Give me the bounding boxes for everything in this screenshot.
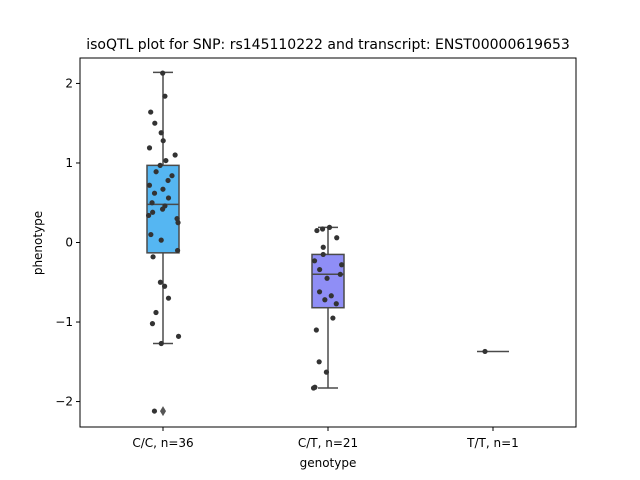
- data-point: [174, 216, 180, 222]
- data-point: [163, 157, 169, 164]
- data-point: [313, 327, 319, 333]
- data-point: [482, 348, 488, 355]
- data-point: [334, 235, 340, 241]
- y-axis-label: phenotype: [31, 211, 45, 275]
- data-point: [172, 152, 178, 158]
- y-axis: −2 −1 0 1 2: [55, 76, 80, 409]
- data-point: [158, 237, 164, 243]
- data-point: [328, 293, 334, 299]
- data-point: [153, 169, 159, 175]
- data-point: [317, 266, 323, 273]
- data-point: [158, 130, 164, 136]
- data-point: [316, 359, 322, 365]
- x-tick-label: C/T, n=21: [298, 436, 358, 450]
- x-axis: C/C, n=36 C/T, n=21 T/T, n=1: [132, 427, 519, 450]
- data-point: [151, 190, 158, 196]
- data-point: [165, 295, 172, 301]
- data-point: [320, 244, 326, 250]
- x-tick-label: C/C, n=36: [132, 436, 193, 450]
- data-point: [310, 385, 317, 391]
- data-point: [165, 195, 172, 201]
- data-point: [322, 297, 328, 303]
- data-point: [149, 200, 155, 206]
- data-point: [339, 262, 345, 268]
- data-point: [158, 340, 164, 347]
- data-point: [160, 70, 166, 76]
- data-point: [323, 369, 330, 375]
- data-point: [146, 145, 153, 151]
- data-point: [157, 162, 163, 168]
- chart-title: isoQTL plot for SNP: rs145110222 and tra…: [86, 37, 570, 53]
- box: [311, 253, 345, 309]
- data-point: [316, 289, 323, 295]
- data-point: [169, 173, 175, 179]
- data-point: [174, 247, 181, 254]
- data-point: [326, 224, 333, 230]
- data-point: [152, 120, 158, 126]
- data-point: [175, 220, 181, 226]
- boxplot-1: [146, 71, 180, 417]
- data-point: [333, 301, 339, 307]
- y-tick-label: 2: [65, 76, 73, 90]
- outlier-marker: [160, 406, 166, 417]
- data-point: [165, 177, 171, 184]
- data-point: [150, 254, 156, 260]
- data-point: [314, 227, 320, 234]
- data-point: [162, 93, 168, 99]
- data-point: [146, 212, 152, 219]
- x-tick-label: T/T, n=1: [466, 436, 519, 450]
- data-point: [150, 209, 156, 215]
- point-group: [146, 70, 488, 414]
- data-point: [320, 251, 326, 258]
- data-point: [162, 283, 168, 289]
- data-point: [148, 109, 154, 115]
- data-point: [160, 186, 166, 192]
- x-axis-label: genotype: [300, 456, 357, 470]
- boxplot-2: [311, 226, 345, 389]
- y-tick-label: −2: [55, 395, 73, 409]
- data-point: [149, 321, 156, 327]
- data-point: [148, 231, 154, 238]
- data-point: [175, 333, 182, 339]
- data-point: [319, 226, 326, 232]
- data-point: [311, 258, 318, 264]
- y-tick-label: −1: [55, 315, 73, 329]
- box-group: [146, 71, 509, 417]
- y-tick-label: 1: [65, 156, 73, 170]
- y-tick-label: 0: [65, 236, 73, 250]
- data-point: [151, 408, 158, 414]
- data-point: [337, 271, 343, 277]
- data-point: [324, 275, 330, 281]
- data-point: [153, 309, 159, 316]
- data-point: [146, 182, 153, 188]
- data-point: [330, 315, 336, 321]
- data-point: [159, 206, 166, 212]
- data-point: [157, 279, 164, 285]
- data-point: [160, 138, 166, 144]
